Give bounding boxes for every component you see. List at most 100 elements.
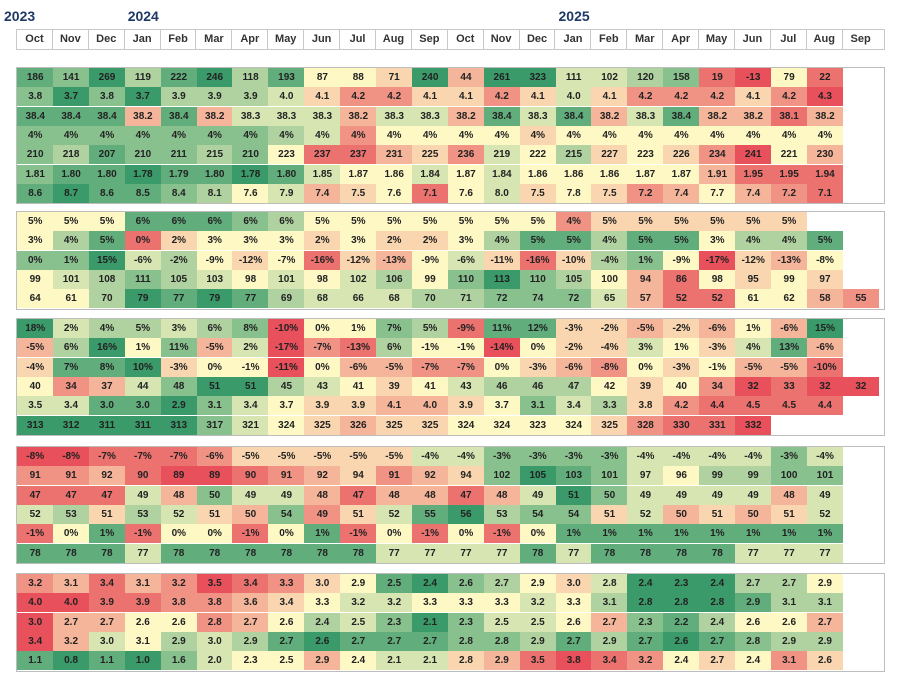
heatmap-cell: 2.9: [340, 574, 376, 593]
heatmap-cell: 4.2: [663, 396, 699, 415]
heatmap-cell: -3%: [520, 447, 556, 466]
heatmap-cell: 50: [591, 486, 627, 505]
heatmap-cell: 13%: [771, 338, 807, 357]
heatmap-cell: 119: [125, 68, 161, 87]
heatmap-cell: 324: [556, 416, 592, 435]
heatmap-cell: 4.0: [268, 87, 304, 106]
month-label: Oct: [448, 30, 484, 49]
heatmap-cell: 5%: [17, 212, 53, 231]
heatmap-cell: 3.2: [161, 574, 197, 593]
heatmap-cell: 328: [627, 416, 663, 435]
heatmap-cell: 226: [663, 145, 699, 164]
heatmap-cell: 236: [448, 145, 484, 164]
heatmap-cell: 3.8: [17, 87, 53, 106]
heatmap-cell: 47: [53, 486, 89, 505]
heatmap-cell: 2%: [412, 231, 448, 250]
heatmap-cell: 3.1: [125, 574, 161, 593]
heatmap-cell: 219: [484, 145, 520, 164]
heatmap-cell: 3.1: [591, 593, 627, 612]
heatmap-cell: 3.3: [268, 574, 304, 593]
heatmap-cell: 95: [735, 270, 771, 289]
heatmap-cell: -5%: [376, 447, 412, 466]
heatmap-cell: 103: [197, 270, 233, 289]
heatmap-cell: -5%: [340, 447, 376, 466]
heatmap-cell: 0.8: [53, 651, 89, 670]
heatmap-cell: 5%: [591, 212, 627, 231]
heatmap-cell: 5%: [807, 231, 843, 250]
heatmap-cell: 78: [197, 544, 233, 563]
heatmap-cell: 317: [197, 416, 233, 435]
heatmap-cell: 5%: [520, 231, 556, 250]
heatmap-cell: 2.7: [53, 613, 89, 632]
heatmap-cell: 0%: [197, 524, 233, 543]
heatmap-cell: 7.6: [448, 184, 484, 203]
heatmap-cell: 2%: [232, 338, 268, 357]
heatmap-cell: 61: [53, 289, 89, 308]
heatmap-cell: 4.4: [699, 396, 735, 415]
heatmap-cell: 3.4: [17, 632, 53, 651]
heatmap-cell: 98: [304, 270, 340, 289]
heatmap-cell: 1.94: [807, 165, 843, 184]
heatmap-cell: 5%: [520, 212, 556, 231]
heatmap-cell: 5%: [412, 212, 448, 231]
heatmap-cell: 99: [735, 466, 771, 485]
heatmap-cell: 2.8: [448, 632, 484, 651]
heatmap-cell: 1.79: [161, 165, 197, 184]
heatmap-cell: 4.2: [340, 87, 376, 106]
heatmap-cell: 231: [376, 145, 412, 164]
heatmap-cell: 5%: [340, 212, 376, 231]
month-label: Nov: [484, 30, 520, 49]
heatmap-cell: 1%: [627, 251, 663, 270]
heatmap-cell: 49: [663, 486, 699, 505]
heatmap-cell: -11%: [268, 358, 304, 377]
heatmap-cell: 49: [627, 486, 663, 505]
month-label: Nov: [53, 30, 89, 49]
heatmap-cell: 0%: [484, 358, 520, 377]
heatmap-cell: 38.3: [627, 107, 663, 126]
heatmap-cell: 52: [17, 505, 53, 524]
heatmap-cell: -9%: [448, 319, 484, 338]
heatmap-cell: 3.5: [520, 651, 556, 670]
heatmap-cell: 44: [125, 377, 161, 396]
heatmap-cell: -3%: [161, 358, 197, 377]
heatmap-cell: 8.7: [53, 184, 89, 203]
heatmap-cell: 4.2: [484, 87, 520, 106]
heatmap-cell: 3%: [161, 319, 197, 338]
heatmap-cell: 11%: [484, 319, 520, 338]
heatmap-cell: 51: [591, 505, 627, 524]
heatmap-cell: -4%: [663, 447, 699, 466]
heatmap-cell: 223: [627, 145, 663, 164]
heatmap-cell: 5%: [556, 231, 592, 250]
heatmap-cell: 2.9: [484, 651, 520, 670]
heatmap-cell: 41: [412, 377, 448, 396]
heatmap-cell: 2.7: [591, 613, 627, 632]
year-label: 2025: [559, 8, 590, 24]
heatmap-cell: 4%: [125, 126, 161, 145]
heatmap-cell: 3.4: [232, 574, 268, 593]
heatmap-cell: 53: [53, 505, 89, 524]
heatmap-cell: 2.0: [197, 651, 233, 670]
month-label: Feb: [161, 30, 197, 49]
heatmap-cell: 4%: [735, 126, 771, 145]
heatmap-cell: 324: [268, 416, 304, 435]
heatmap-cell: 51: [340, 505, 376, 524]
heatmap-cell: 3.2: [627, 651, 663, 670]
heatmap-cell: 7.5: [340, 184, 376, 203]
heatmap-cell: 0%: [197, 358, 233, 377]
heatmap-cell: 7.7: [699, 184, 735, 203]
heatmap-cell: -5%: [304, 447, 340, 466]
heatmap-cell: 4%: [232, 126, 268, 145]
heatmap-cell: 6%: [125, 212, 161, 231]
heatmap-cell: 2.4: [735, 651, 771, 670]
heatmap-cell: -3%: [663, 358, 699, 377]
heatmap-cell: 4%: [591, 126, 627, 145]
heatmap-cell: 1%: [735, 524, 771, 543]
heatmap-cell: 53: [484, 505, 520, 524]
heatmap-cell: 2.7: [556, 632, 592, 651]
heatmap-cell: 2.7: [376, 632, 412, 651]
heatmap-cell: 3.1: [520, 396, 556, 415]
heatmap-cell: 94: [340, 466, 376, 485]
heatmap-cell: 5%: [125, 319, 161, 338]
heatmap-cell: 77: [771, 544, 807, 563]
heatmap-cell: 68: [304, 289, 340, 308]
